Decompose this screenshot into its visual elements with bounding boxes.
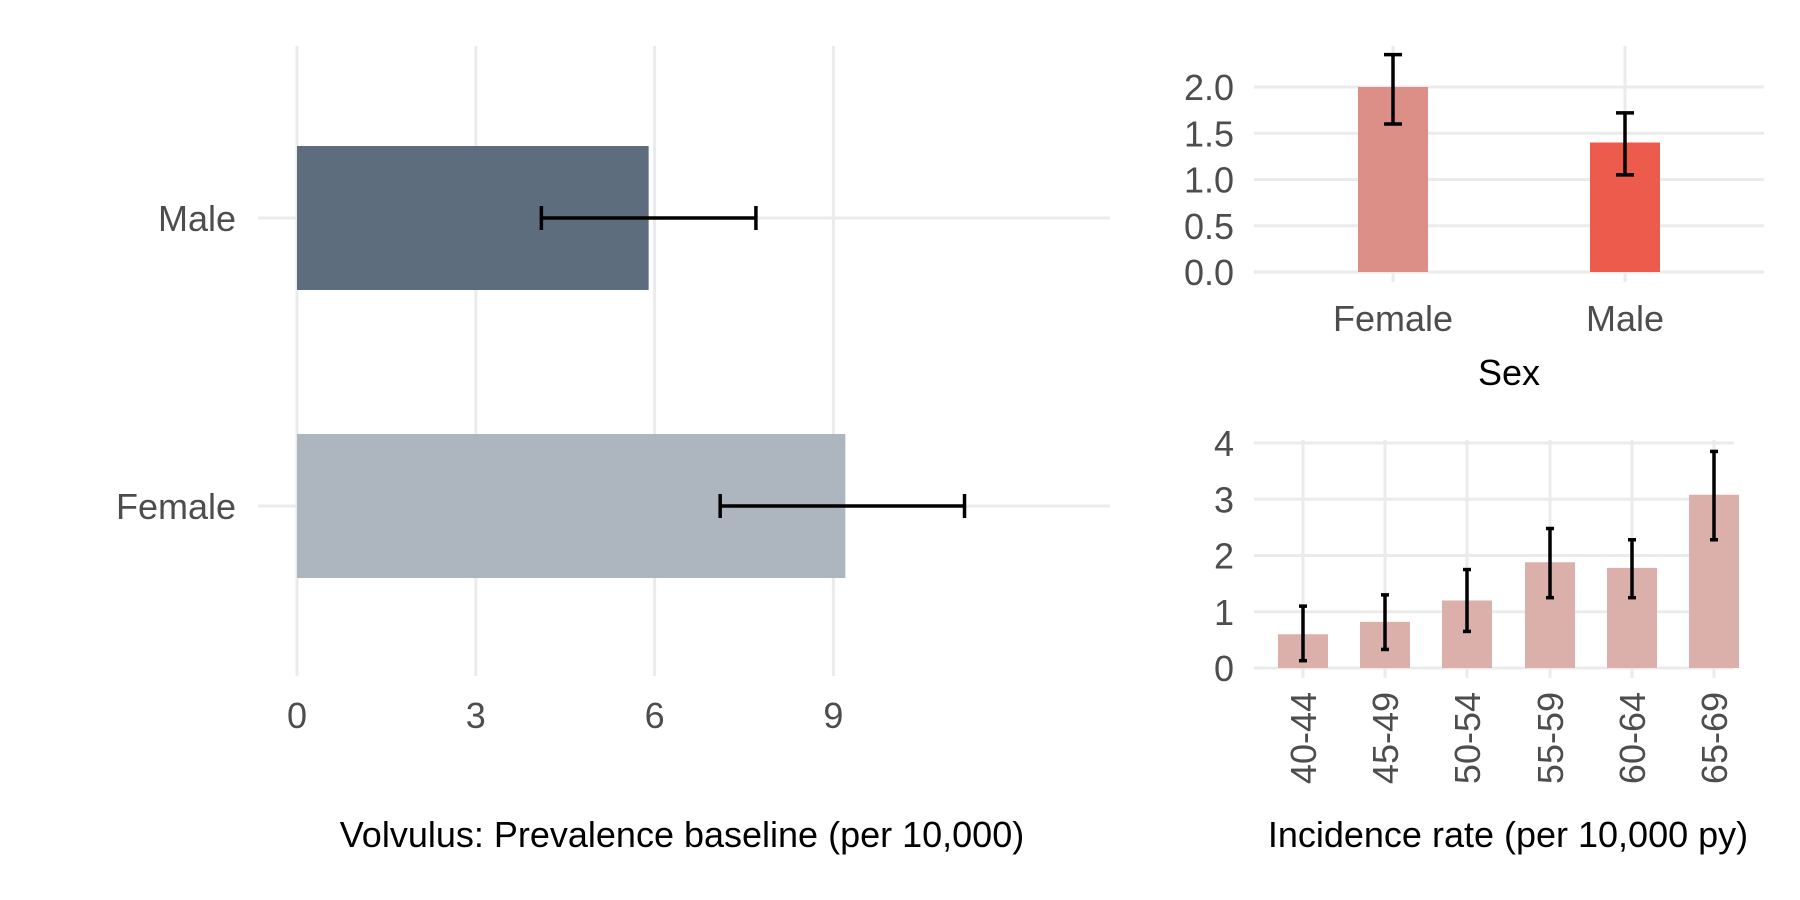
incidence-age-x-tick-label-40-44: 40-44: [1283, 692, 1324, 784]
incidence-age-error-bar-40-44: [1299, 604, 1307, 663]
incidence-sex-y-tick-label-4: 2.0: [1184, 67, 1234, 108]
incidence-age-x-tick-label-50-54: 50-54: [1447, 692, 1488, 784]
incidence-sex-x-tick-label-male: Male: [1586, 298, 1664, 339]
incidence-age-x-tick-label-60-64: 60-64: [1612, 692, 1653, 784]
incidence-sex-error-bar-male: [1616, 111, 1634, 177]
prevalence-tick-labels: 0 3 6 9: [287, 695, 843, 736]
incidence-sex-error-bars: [1384, 52, 1634, 177]
incidence-age-y-tick-label-1: 1: [1214, 592, 1234, 633]
incidence-age-y-tick-label-0: 0: [1214, 648, 1234, 689]
incidence-age-error-bars: [1299, 449, 1718, 663]
incidence-sex-y-tick-label-2: 1.0: [1184, 160, 1234, 201]
incidence-age-x-tick-labels: 40-44 45-49 50-54 55-59 60-64 65-69: [1283, 692, 1735, 784]
incidence-age-y-tick-label-3: 3: [1214, 479, 1234, 520]
incidence-age-x-tick-label-65-69: 65-69: [1694, 692, 1735, 784]
incidence-age-y-tick-labels: 0 1 2 3 4: [1214, 423, 1234, 689]
prevalence-panel: Male Female 0 3 6 9 Volvulus: Prevalence bas…: [116, 46, 1110, 855]
incidence-age-error-bar-60-64: [1628, 538, 1636, 600]
prevalence-error-bars: [539, 206, 967, 518]
incidence-sex-x-axis-title: Sex: [1478, 352, 1540, 393]
incidence-age-error-bar-45-49: [1381, 593, 1389, 652]
prevalence-tick-label-1: 3: [466, 695, 486, 736]
incidence-sex-error-bar-female: [1384, 52, 1402, 126]
prevalence-tick-label-2: 6: [645, 695, 665, 736]
incidence-sex-x-tick-label-female: Female: [1333, 298, 1453, 339]
prevalence-error-bar-male: [539, 206, 758, 230]
prevalence-category-labels: Male Female: [116, 198, 236, 527]
incidence-sex-y-tick-labels: 0.0 0.5 1.0 1.5 2.0: [1184, 67, 1234, 293]
incidence-age-bars: [1278, 494, 1739, 668]
prevalence-category-label-male: Male: [158, 198, 236, 239]
prevalence-x-axis-title: Volvulus: Prevalence baseline (per 10,00…: [340, 814, 1024, 855]
prevalence-bars: [297, 146, 846, 578]
incidence-sex-gridlines: [1254, 46, 1764, 282]
incidence-age-y-tick-label-2: 2: [1214, 536, 1234, 577]
incidence-sex-y-tick-label-3: 1.5: [1184, 113, 1234, 154]
prevalence-error-bar-female: [718, 494, 967, 518]
incidence-age-panel: 0 1 2 3 4 40-44 45-49 50-54 55-59 60-64 65-69 Inc…: [1214, 423, 1748, 855]
prevalence-gridlines: [258, 46, 1110, 676]
incidence-age-error-bar-55-59: [1546, 526, 1554, 600]
incidence-age-x-tick-label-45-49: 45-49: [1365, 692, 1406, 784]
incidence-age-error-bar-50-54: [1463, 567, 1471, 634]
incidence-sex-y-tick-label-0: 0.0: [1184, 252, 1234, 293]
incidence-sex-x-tick-labels: Female Male: [1333, 298, 1664, 339]
prevalence-category-label-female: Female: [116, 486, 236, 527]
prevalence-tick-label-3: 9: [823, 695, 843, 736]
incidence-age-x-tick-label-55-59: 55-59: [1530, 692, 1571, 784]
incidence-sex-y-tick-label-1: 0.5: [1184, 206, 1234, 247]
incidence-age-error-bar-65-69: [1710, 449, 1718, 542]
incidence-age-x-axis-title: Incidence rate (per 10,000 py): [1268, 814, 1748, 855]
incidence-age-y-tick-label-4: 4: [1214, 423, 1234, 464]
prevalence-tick-label-0: 0: [287, 695, 307, 736]
incidence-sex-panel: 0.0 0.5 1.0 1.5 2.0 Female Male Sex: [1184, 46, 1764, 393]
